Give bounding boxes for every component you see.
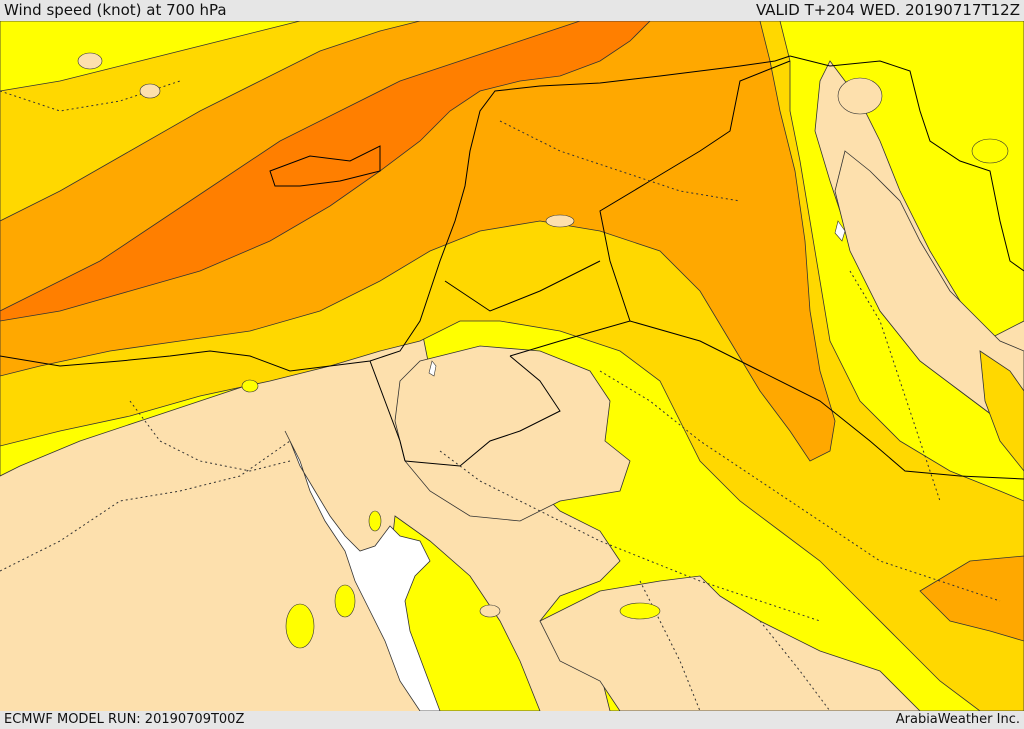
borders (0, 55, 1024, 480)
valid-time: VALID T+204 WED. 20190717T12Z (755, 1, 1020, 19)
band-mid-east (979, 350, 1024, 472)
band-lowest-north-east (834, 150, 1024, 442)
credit-text: ArabiaWeather Inc. (895, 712, 1020, 727)
model-run: ECMWF MODEL RUN: 20190709T00Z (4, 712, 245, 727)
band-highest (0, 21, 651, 322)
map-title: Wind speed (knot) at 700 hPa (4, 1, 227, 19)
band-high-south-east (919, 555, 1024, 642)
small-contour-blobs (241, 138, 1009, 649)
header-bar: Wind speed (knot) at 700 hPa VALID T+204… (0, 0, 1024, 21)
red-sea (284, 430, 441, 711)
wind-speed-field (0, 21, 1024, 711)
lake-east (834, 220, 846, 242)
band-high (0, 21, 836, 462)
dead-sea (428, 360, 437, 377)
wind-speed-map[interactable] (0, 21, 1024, 711)
footer-bar: ECMWF MODEL RUN: 20190709T00Z ArabiaWeat… (0, 711, 1024, 729)
small-contour-blobs-pale (77, 52, 883, 618)
